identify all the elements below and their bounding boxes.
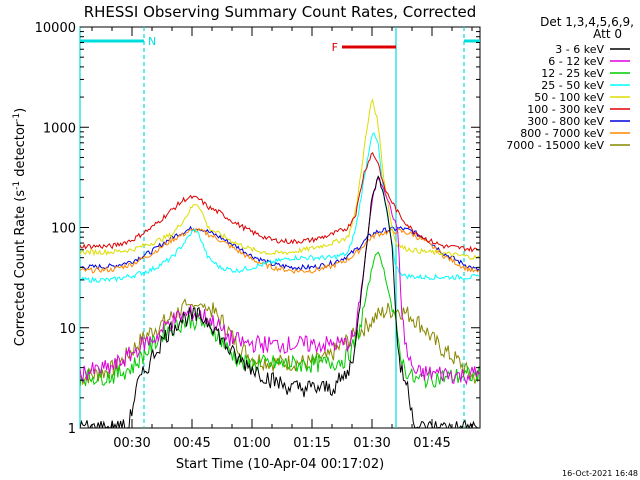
y-axis-label-main: Corrected Count Rate (s bbox=[13, 190, 28, 347]
series-line bbox=[80, 98, 480, 260]
series-lines bbox=[80, 98, 480, 428]
legend-entry-label: 100 - 300 keV bbox=[527, 103, 604, 116]
y-tick-label: 10000 bbox=[35, 21, 76, 36]
y-axis-label-sup2: -1 bbox=[12, 113, 22, 122]
x-tick-label: 01:30 bbox=[353, 436, 390, 451]
series-line bbox=[80, 225, 480, 272]
legend-entry-label: 300 - 800 keV bbox=[527, 115, 604, 128]
legend-entry-label: 12 - 25 keV bbox=[541, 67, 604, 80]
legend-entry-label: 25 - 50 keV bbox=[541, 79, 604, 92]
legend-entry-label: 800 - 7000 keV bbox=[520, 127, 604, 140]
legend-entry-label: 3 - 6 keV bbox=[555, 43, 604, 56]
x-tick-label: 01:00 bbox=[233, 436, 270, 451]
series-line bbox=[80, 177, 480, 386]
y-axis-label-sup1: -1 bbox=[12, 181, 22, 190]
x-tick-label: 01:15 bbox=[293, 436, 330, 451]
y-tick-label: 100 bbox=[51, 222, 76, 237]
series-line bbox=[80, 251, 480, 390]
series-line bbox=[80, 151, 480, 253]
axes: 1 10 100 1000 10000 00:30 00:45 01:00 01:15 01:30… bbox=[35, 21, 480, 451]
y-tick-label: 1 bbox=[68, 422, 76, 437]
y-tick-label: 1000 bbox=[43, 121, 76, 136]
timestamp-footer: 16-Oct-2021 16:48 bbox=[562, 469, 638, 478]
x-tick-label: 01:45 bbox=[413, 436, 450, 451]
state-bar-label: F bbox=[332, 41, 338, 54]
x-axis-label: Start Time (10-Apr-04 00:17:02) bbox=[176, 457, 384, 472]
series-line bbox=[80, 227, 480, 274]
x-tick-label: 00:45 bbox=[173, 436, 210, 451]
legend-entry-label: 50 - 100 keV bbox=[534, 91, 604, 104]
x-tick-label: 00:30 bbox=[113, 436, 150, 451]
series-line bbox=[80, 298, 480, 386]
chart-title: RHESSI Observing Summary Count Rates, Co… bbox=[84, 3, 477, 21]
y-axis-label-mid: detector bbox=[13, 121, 28, 181]
series-line bbox=[80, 175, 480, 428]
legend-header-line1: Det 1,3,4,5,6,9, bbox=[540, 15, 634, 29]
state-bar-label: N bbox=[148, 35, 156, 48]
legend-entry-label: 6 - 12 keV bbox=[548, 55, 604, 68]
legend-header-line2: Att 0 bbox=[593, 27, 622, 41]
series-line bbox=[80, 132, 480, 283]
y-tick-label: 10 bbox=[59, 322, 76, 337]
legend-entry-label: 7000 - 15000 keV bbox=[506, 139, 604, 152]
y-axis-label-end: ) bbox=[13, 108, 28, 113]
y-axis-label: Corrected Count Rate (s-1 detector-1) bbox=[12, 108, 28, 346]
